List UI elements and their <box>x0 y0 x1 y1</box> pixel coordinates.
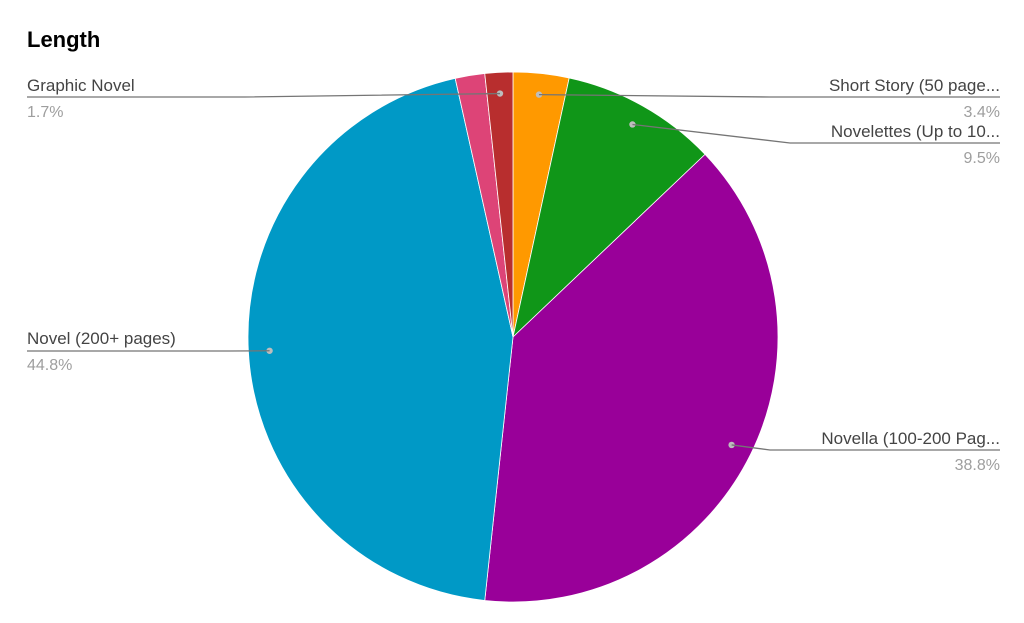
leader-line <box>27 92 500 98</box>
slice-percent: 44.8% <box>27 357 72 374</box>
slice-percent: 3.4% <box>964 104 1000 121</box>
leader-line <box>731 444 1000 451</box>
pie-slice-novella-100-200-pag[interactable] <box>484 153 779 603</box>
leader-lines <box>27 90 1000 451</box>
slice-label: Short Story (50 page... <box>829 76 1000 95</box>
slice-percent: 1.7% <box>27 104 63 121</box>
chart-title: Length <box>27 27 100 52</box>
leader-line <box>538 93 1000 98</box>
pie-slices <box>247 71 779 603</box>
pie-slice-novelettes-up-to-10[interactable] <box>512 77 706 339</box>
leader-line <box>632 123 1000 144</box>
pie-slice-novel-200-pages[interactable] <box>247 77 514 601</box>
slice-labels: Short Story (50 page... 3.4%Novelettes (U… <box>27 76 1000 474</box>
slice-percent: 38.8% <box>955 457 1000 474</box>
slice-label: Novelettes (Up to 10... <box>831 122 1000 141</box>
pie-slice-graphic-novel[interactable] <box>484 71 514 338</box>
slice-label: Novel (200+ pages) <box>27 329 176 348</box>
slice-label: Novella (100-200 Pag... <box>821 429 1000 448</box>
slice-percent: 9.5% <box>964 150 1000 167</box>
slice-label: Graphic Novel <box>27 76 135 95</box>
